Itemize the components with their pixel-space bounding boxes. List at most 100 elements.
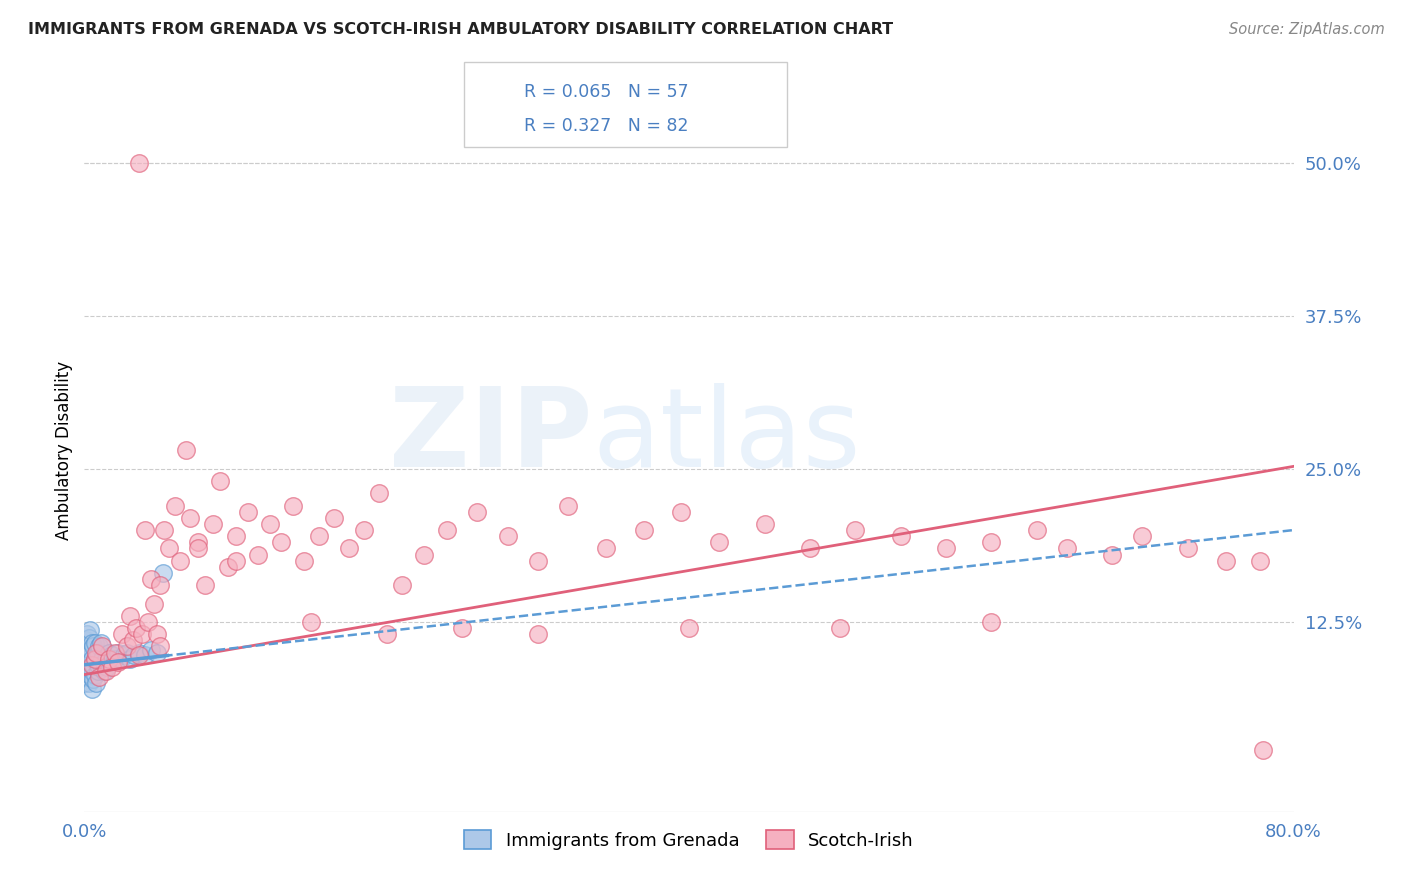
Point xyxy=(79,656,101,670)
Point xyxy=(112,648,135,662)
Point xyxy=(391,578,413,592)
Point xyxy=(830,621,852,635)
Point xyxy=(84,636,107,650)
Point xyxy=(89,670,111,684)
Point xyxy=(128,646,150,660)
Point xyxy=(678,621,700,635)
Point xyxy=(80,657,103,672)
Text: atlas: atlas xyxy=(592,383,860,490)
Point xyxy=(75,657,97,672)
Point xyxy=(79,643,101,657)
Point xyxy=(299,615,322,629)
Point xyxy=(80,651,103,665)
Point xyxy=(375,627,398,641)
Point xyxy=(84,667,107,681)
Point xyxy=(73,676,96,690)
Point xyxy=(121,633,143,648)
Point xyxy=(1056,541,1078,556)
Point xyxy=(225,529,247,543)
Y-axis label: Ambulatory Disability: Ambulatory Disability xyxy=(55,361,73,540)
Point xyxy=(76,670,98,684)
Point xyxy=(187,535,209,549)
Point xyxy=(527,627,550,641)
Point xyxy=(89,660,111,674)
Point xyxy=(527,554,550,568)
Point xyxy=(80,636,103,650)
Point xyxy=(86,651,108,665)
Point xyxy=(98,656,121,670)
Point xyxy=(292,554,315,568)
Point xyxy=(152,566,174,580)
Point xyxy=(1025,523,1047,537)
Point xyxy=(100,660,122,674)
Point xyxy=(157,541,180,556)
Point xyxy=(122,648,145,662)
Point xyxy=(125,621,148,635)
Point xyxy=(134,648,156,662)
Point xyxy=(91,651,114,665)
Point xyxy=(368,486,391,500)
Point xyxy=(97,646,120,660)
Point xyxy=(96,660,118,674)
Point xyxy=(149,640,172,654)
Point xyxy=(79,624,101,638)
Point xyxy=(149,578,172,592)
Point xyxy=(136,615,159,629)
Point xyxy=(84,651,107,665)
Point xyxy=(799,541,821,556)
Point xyxy=(1253,743,1275,757)
Point xyxy=(308,529,330,543)
Point xyxy=(80,682,103,697)
Point xyxy=(93,664,115,678)
Point xyxy=(110,651,132,665)
Point xyxy=(844,523,866,537)
Point xyxy=(87,646,110,660)
Point xyxy=(980,615,1002,629)
Point xyxy=(209,474,232,488)
Point xyxy=(82,673,104,687)
Text: R = 0.327   N = 82: R = 0.327 N = 82 xyxy=(524,117,689,135)
Point xyxy=(1177,541,1199,556)
Point xyxy=(451,621,474,635)
Point xyxy=(139,572,162,586)
Point xyxy=(467,505,489,519)
Point xyxy=(146,627,169,641)
Point xyxy=(980,535,1002,549)
Point xyxy=(1215,554,1237,568)
Point xyxy=(146,646,169,660)
Point xyxy=(187,541,209,556)
Point xyxy=(671,505,693,519)
Point xyxy=(77,648,100,662)
Point xyxy=(94,664,117,678)
Point xyxy=(236,505,259,519)
Point xyxy=(76,640,98,654)
Point xyxy=(217,559,239,574)
Point xyxy=(75,651,97,665)
Point xyxy=(75,640,97,654)
Point xyxy=(270,535,292,549)
Point xyxy=(179,511,201,525)
Point xyxy=(79,667,101,681)
Point xyxy=(76,660,98,674)
Point xyxy=(80,664,103,678)
Text: R = 0.065   N = 57: R = 0.065 N = 57 xyxy=(524,83,689,101)
Point xyxy=(281,499,304,513)
Text: ZIP: ZIP xyxy=(389,383,592,490)
Point xyxy=(73,664,96,678)
Point xyxy=(169,554,191,568)
Point xyxy=(131,627,153,641)
Point xyxy=(89,640,111,654)
Point xyxy=(754,516,776,531)
Point xyxy=(82,657,104,672)
Point xyxy=(337,541,360,556)
Point xyxy=(75,633,97,648)
Point xyxy=(115,646,138,660)
Point xyxy=(1101,548,1123,562)
Point xyxy=(87,664,110,678)
Point xyxy=(97,651,120,665)
Legend: Immigrants from Grenada, Scotch-Irish: Immigrants from Grenada, Scotch-Irish xyxy=(457,823,921,857)
Point xyxy=(94,651,117,665)
Point xyxy=(1130,529,1153,543)
Point xyxy=(128,155,150,169)
Point xyxy=(107,646,129,660)
